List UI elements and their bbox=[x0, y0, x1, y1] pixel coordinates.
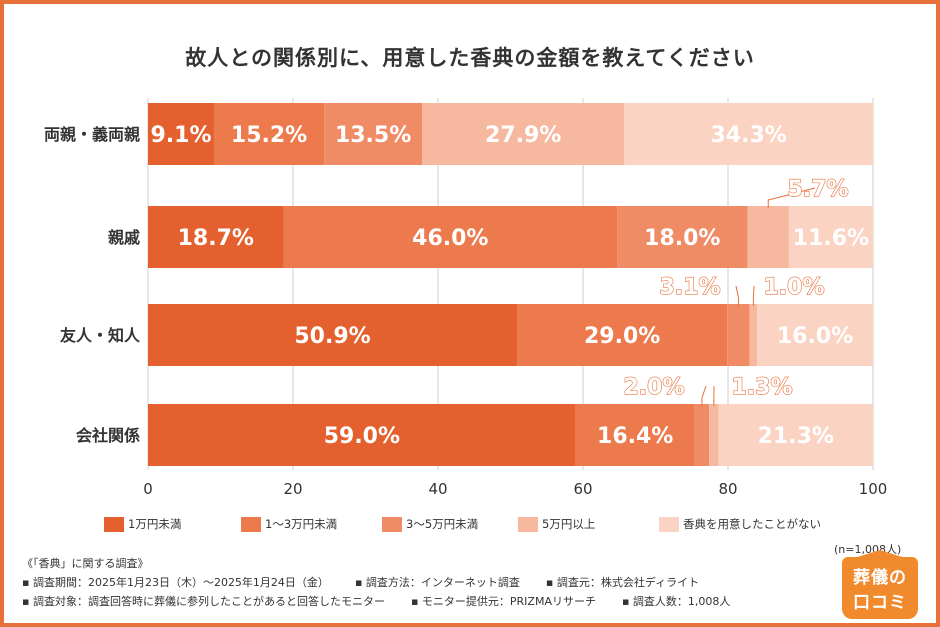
survey-source: ▪ 調査元：株式会社ディライト bbox=[545, 576, 700, 589]
survey-count: ▪ 調査人数：1,008人 bbox=[621, 595, 731, 608]
legend-item: 5万円以上 bbox=[518, 516, 595, 532]
category-label: 親戚 bbox=[108, 228, 140, 247]
data-label: 13.5% bbox=[335, 123, 411, 148]
data-label: 27.9% bbox=[485, 123, 561, 148]
survey-provider: ▪ モニター提供元：PRIZMAリサーチ bbox=[410, 595, 596, 608]
data-label: 5.7% bbox=[787, 177, 848, 202]
data-label: 21.3% bbox=[758, 424, 834, 449]
x-tick-label: 0 bbox=[143, 480, 153, 498]
category-label: 友人・知人 bbox=[60, 326, 141, 345]
legend-swatch bbox=[241, 516, 261, 532]
data-label: 46.0% bbox=[412, 226, 488, 251]
x-tick-label: 60 bbox=[573, 480, 592, 498]
bar-segment bbox=[575, 404, 695, 466]
survey-target: ▪ 調査対象：調査回答時に葬儀に参列したことがあると回答したモニター bbox=[22, 595, 385, 608]
data-label: 50.9% bbox=[294, 324, 370, 349]
category-label: 両親・義両親 bbox=[44, 125, 140, 144]
logo-text-line1: 葬儀の bbox=[853, 568, 907, 588]
legend-label: 香典を用意したことがない bbox=[683, 517, 821, 531]
brand-logo: 葬儀の 口コミ bbox=[842, 550, 918, 619]
bar-segment bbox=[148, 206, 284, 268]
bar-segment bbox=[718, 404, 873, 466]
bar-segment bbox=[213, 103, 325, 165]
x-tick-label: 100 bbox=[859, 480, 888, 498]
bar-segment bbox=[422, 103, 625, 165]
x-tick-label: 80 bbox=[718, 480, 737, 498]
bar-segment bbox=[788, 206, 873, 268]
leader-line bbox=[752, 285, 755, 306]
survey-period: ▪ 調査期間：2025年1月23日（木）～2025年1月24日（金） bbox=[22, 576, 329, 589]
legend-label: 1万円未満 bbox=[128, 517, 182, 531]
data-label: 18.7% bbox=[178, 226, 254, 251]
legend-swatch bbox=[518, 516, 538, 532]
bar-segment bbox=[617, 206, 748, 268]
bar-segment bbox=[148, 304, 518, 366]
data-label: 15.2% bbox=[231, 123, 307, 148]
bar-segment bbox=[727, 304, 750, 366]
legend-item: 香典を用意したことがない bbox=[659, 516, 821, 532]
data-label: 11.6% bbox=[793, 226, 869, 251]
leader-line bbox=[701, 385, 707, 406]
legend: 1万円未満 1～3万円未満 3～5万円未満 5万円以上 香典を用意したことがない bbox=[104, 516, 884, 536]
survey-method: ▪ 調査方法：インターネット調査 bbox=[354, 576, 520, 589]
legend-item: 1～3万円未満 bbox=[241, 516, 337, 532]
bar-segment bbox=[148, 103, 214, 165]
chart-title: 故人との関係別に、用意した香典の金額を教えてください bbox=[185, 46, 755, 70]
bar-segment bbox=[324, 103, 423, 165]
legend-label: 3～5万円未満 bbox=[406, 517, 479, 531]
leader-line bbox=[767, 187, 816, 208]
data-label: 18.0% bbox=[644, 226, 720, 251]
data-label: 3.1% bbox=[659, 275, 720, 300]
x-tick-label: 40 bbox=[428, 480, 447, 498]
bar-segment bbox=[749, 304, 757, 366]
legend-swatch bbox=[104, 516, 124, 532]
legend-swatch bbox=[382, 516, 402, 532]
data-label: 16.0% bbox=[777, 324, 853, 349]
legend-swatch bbox=[659, 516, 679, 532]
data-label: 34.3% bbox=[710, 123, 786, 148]
bar-segment bbox=[624, 103, 873, 165]
bar-segment bbox=[709, 404, 719, 466]
survey-heading: 《「香典」に関する調査》 bbox=[22, 557, 149, 570]
legend-item: 3～5万円未満 bbox=[382, 516, 478, 532]
data-label: 2.0% bbox=[623, 375, 684, 400]
legend-label: 1～3万円未満 bbox=[265, 517, 338, 531]
logo-text-line2: 口コミ bbox=[853, 593, 907, 613]
x-tick-label: 20 bbox=[283, 480, 302, 498]
leader-line bbox=[735, 285, 740, 306]
bar-segment bbox=[747, 206, 789, 268]
data-label: 1.0% bbox=[763, 275, 824, 300]
category-label: 会社関係 bbox=[76, 426, 140, 445]
bar-segment bbox=[757, 304, 873, 366]
bar-segment bbox=[694, 404, 710, 466]
data-label: 9.1% bbox=[150, 123, 211, 148]
data-label: 16.4% bbox=[597, 424, 673, 449]
data-label: 59.0% bbox=[324, 424, 400, 449]
bar-segment bbox=[148, 404, 576, 466]
legend-label: 5万円以上 bbox=[542, 517, 596, 531]
bar-segment bbox=[517, 304, 728, 366]
data-label: 1.3% bbox=[731, 375, 792, 400]
data-label: 29.0% bbox=[584, 324, 660, 349]
bar-segment bbox=[283, 206, 618, 268]
legend-item: 1万円未満 bbox=[104, 516, 181, 532]
survey-footer: 《「香典」に関する調査》 ▪ 調査期間：2025年1月23日（木）～2025年1… bbox=[22, 554, 802, 611]
